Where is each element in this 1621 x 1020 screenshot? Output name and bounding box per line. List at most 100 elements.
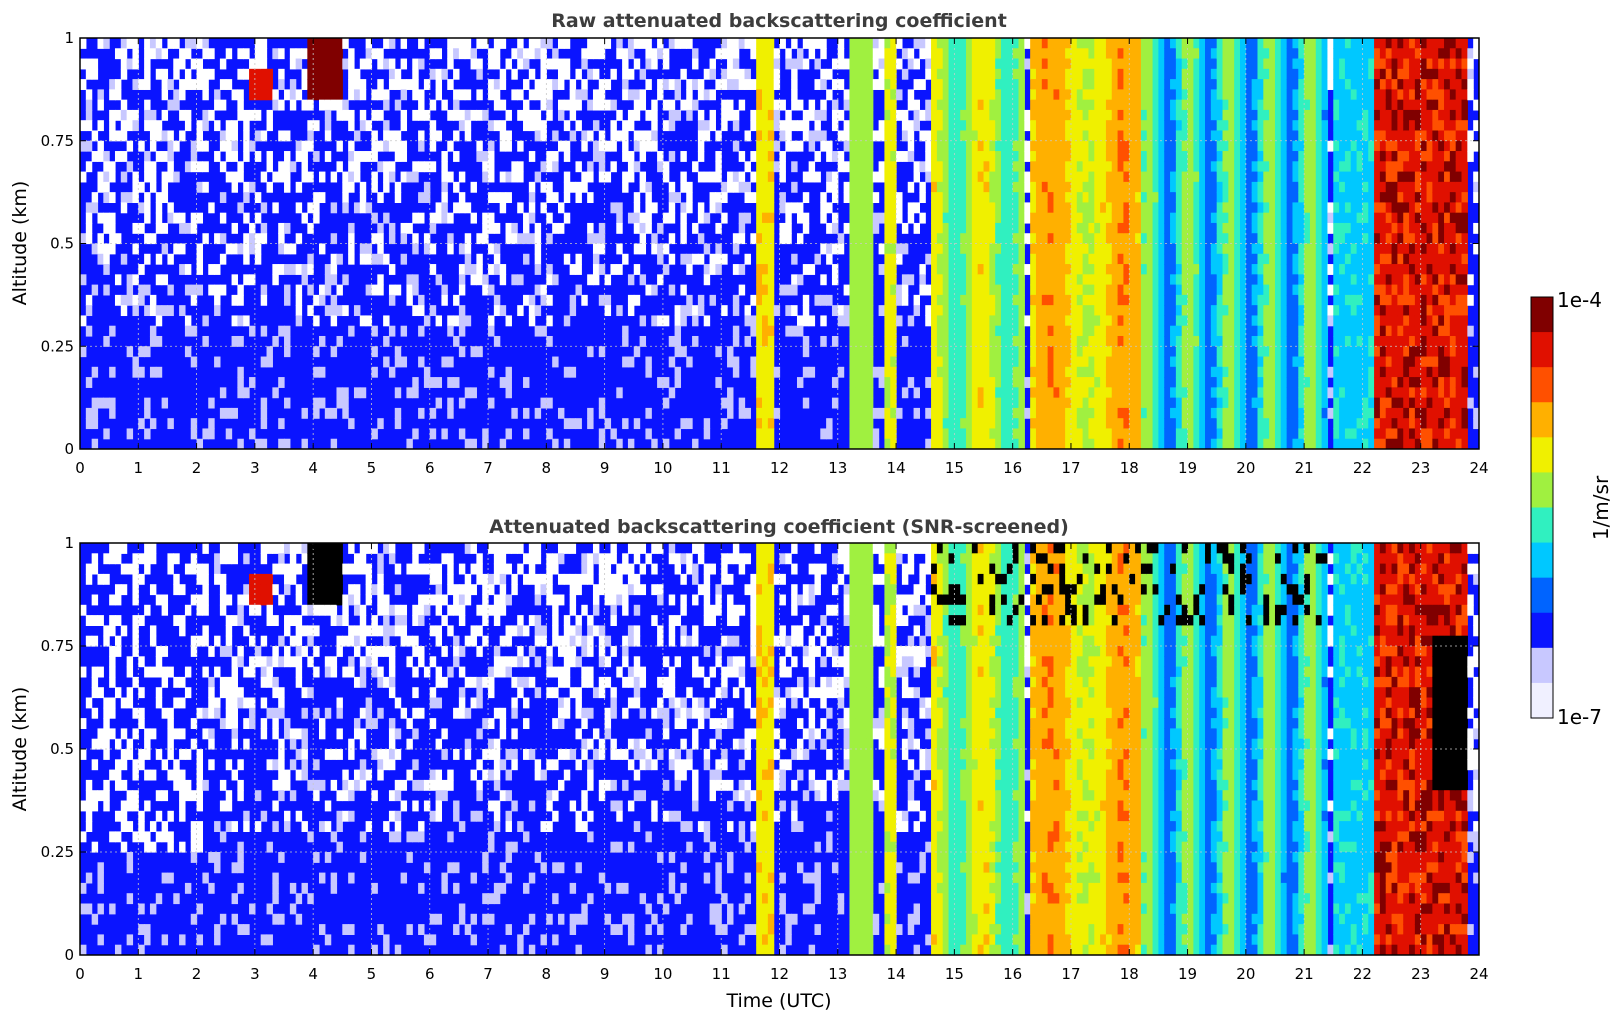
heatmap-cell: [966, 99, 973, 111]
heatmap-cell: [948, 202, 955, 214]
heatmap-cell: [802, 305, 810, 317]
heatmap-cell: [977, 109, 985, 121]
heatmap-cell: [1210, 356, 1218, 368]
heatmap-cell: [1321, 212, 1329, 224]
heatmap-cell: [365, 253, 373, 265]
heatmap-cell: [861, 79, 868, 90]
heatmap-cell: [1012, 377, 1020, 388]
heatmap-cell: [820, 109, 827, 121]
heatmap-cell: [1222, 305, 1229, 317]
heatmap-cell: [989, 335, 996, 347]
heatmap-cell: [995, 335, 1002, 347]
heatmap-cell: [948, 99, 955, 111]
heatmap-cell: [307, 171, 314, 183]
heatmap-cell: [1280, 58, 1288, 70]
heatmap-cell: [1304, 161, 1311, 173]
heatmap-cell: [493, 222, 501, 234]
heatmap-cell: [849, 253, 856, 265]
heatmap-cell: [942, 38, 950, 49]
heatmap-cell: [1216, 253, 1224, 265]
heatmap-cell: [977, 192, 985, 204]
heatmap-cell: [872, 212, 880, 224]
heatmap-cell: [272, 171, 279, 183]
heatmap-cell: [651, 315, 658, 327]
heatmap-cell: [779, 171, 786, 183]
heatmap-cell: [767, 161, 775, 173]
heatmap-cell: [1088, 140, 1095, 152]
heatmap-cell: [931, 171, 938, 183]
heatmap-cell: [418, 305, 425, 317]
heatmap-cell: [202, 233, 209, 245]
heatmap-cell: [249, 428, 256, 440]
heatmap-cell: [214, 99, 221, 111]
heatmap-cell: [1018, 192, 1025, 204]
heatmap-cell: [890, 89, 897, 101]
heatmap-cell: [371, 253, 378, 265]
heatmap-cell: [132, 243, 139, 255]
heatmap-cell: [1100, 346, 1107, 358]
heatmap-cell: [1059, 418, 1066, 430]
heatmap-cell: [1053, 68, 1060, 80]
heatmap-cell: [458, 346, 466, 358]
heatmap-cell: [756, 161, 763, 173]
heatmap-cell: [1030, 181, 1037, 193]
heatmap-cell: [1298, 68, 1305, 80]
heatmap-cell: [1181, 397, 1189, 409]
heatmap-cell: [569, 305, 577, 317]
heatmap-cell: [1018, 79, 1025, 90]
heatmap-cell: [1129, 89, 1136, 101]
heatmap-cell: [91, 407, 99, 419]
heatmap-cell: [1240, 397, 1247, 409]
heatmap-cell: [686, 418, 693, 430]
heatmap-cell: [907, 151, 915, 162]
heatmap-cell: [1088, 89, 1095, 101]
heatmap-cell: [359, 253, 367, 265]
heatmap-cell: [622, 130, 629, 142]
heatmap-cell: [1333, 99, 1340, 111]
heatmap-cell: [901, 130, 909, 142]
heatmap-cell: [954, 181, 961, 193]
heatmap-cell: [703, 171, 711, 183]
heatmap-cell: [1274, 99, 1282, 111]
heatmap-cell: [802, 212, 810, 224]
heatmap-cell: [919, 181, 926, 193]
heatmap-cell: [890, 325, 897, 337]
heatmap-cell: [1082, 120, 1090, 132]
heatmap-cell: [802, 130, 810, 142]
heatmap-cell: [528, 181, 536, 193]
heatmap-cell: [983, 335, 990, 347]
heatmap-cell: [756, 274, 763, 286]
heatmap-cell: [1024, 264, 1031, 275]
heatmap-cell: [1041, 109, 1049, 121]
heatmap-cell: [1082, 161, 1090, 173]
heatmap-cell: [1100, 284, 1107, 296]
heatmap-cell: [791, 274, 798, 286]
heatmap-cell: [1105, 407, 1113, 419]
heatmap-cell: [855, 192, 862, 204]
heatmap-cell: [1304, 264, 1311, 275]
heatmap-cell: [1012, 253, 1020, 265]
heatmap-cell: [831, 99, 839, 111]
heatmap-cell: [1199, 325, 1206, 337]
heatmap-cell: [126, 140, 134, 152]
heatmap-cell: [989, 140, 996, 152]
heatmap-cell: [517, 274, 524, 286]
heatmap-cell: [1321, 99, 1329, 111]
heatmap-cell: [942, 151, 950, 162]
heatmap-cell: [960, 130, 967, 142]
heatmap-cell: [1088, 315, 1095, 327]
heatmap-cell: [1222, 356, 1229, 368]
heatmap-cell: [697, 79, 705, 90]
heatmap-cell: [435, 68, 443, 80]
heatmap-cell: [1228, 346, 1235, 358]
heatmap-cell: [866, 264, 874, 275]
heatmap-cell: [109, 407, 116, 419]
heatmap-cell: [1205, 130, 1212, 142]
heatmap-cell: [1135, 387, 1142, 399]
heatmap-cell: [1193, 58, 1200, 70]
heatmap-cell: [1059, 202, 1066, 214]
heatmap-cell: [1175, 109, 1183, 121]
heatmap-cell: [1181, 438, 1189, 449]
heatmap-cell: [575, 264, 582, 275]
heatmap-cell: [1321, 346, 1329, 358]
